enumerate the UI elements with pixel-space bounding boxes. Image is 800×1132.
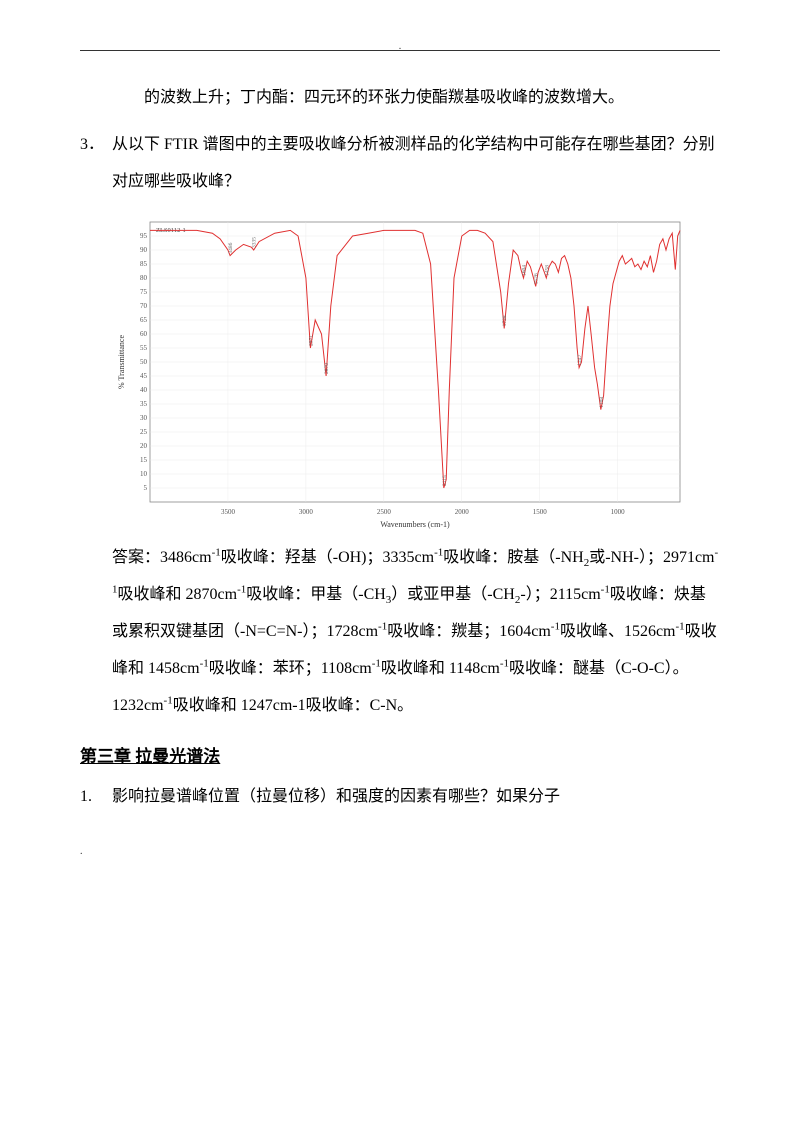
svg-text:40: 40 [140,386,148,394]
svg-text:3335: 3335 [252,237,258,248]
chapter-3-title: 第三章 拉曼光谱法 [80,742,720,767]
svg-text:2000: 2000 [455,508,470,516]
svg-text:3000: 3000 [299,508,314,516]
svg-text:95: 95 [140,232,148,240]
svg-text:45: 45 [140,372,148,380]
svg-text:35: 35 [140,400,148,408]
svg-text:% Transmittance: % Transmittance [117,335,126,389]
svg-text:Wavenumbers (cm-1): Wavenumbers (cm-1) [380,520,450,529]
svg-text:1247: 1247 [577,355,583,366]
footer-dot: . [80,846,720,857]
ftir-spectrum-chart: 5 10 15 20 25 30 35 40 45 50 55 60 65 70 75 80 85 90 95 350… [112,210,692,530]
svg-text:85: 85 [140,260,148,268]
svg-text:90: 90 [140,246,148,254]
svg-text:3500: 3500 [221,508,236,516]
svg-text:2870: 2870 [324,363,330,374]
svg-text:2115: 2115 [442,475,448,486]
question-number: 1. [80,779,112,816]
svg-text:50: 50 [140,358,148,366]
svg-text:1500: 1500 [533,508,548,516]
chapter3-question-1: 1. 影响拉曼谱峰位置（拉曼位移）和强度的因素有哪些？如果分子 [80,779,720,816]
svg-text:1728: 1728 [502,316,508,327]
svg-text:70: 70 [140,302,148,310]
svg-text:5: 5 [144,484,148,492]
svg-text:15: 15 [140,456,148,464]
svg-text:75: 75 [140,288,148,296]
question-text: 从以下 FTIR 谱图中的主要吸收峰分析被测样品的化学结构中可能存在哪些基团？分… [112,127,720,201]
answer-3: 答案：3486cm-1吸收峰：羟基（-OH)；3335cm-1吸收峰：胺基（-N… [112,540,720,724]
svg-text:25: 25 [140,428,148,436]
svg-text:3486: 3486 [228,243,234,254]
svg-text:20: 20 [140,442,148,450]
svg-text:1000: 1000 [611,508,626,516]
svg-text:2500: 2500 [377,508,392,516]
svg-text:2971: 2971 [308,335,314,346]
paragraph-continuation: 的波数上升；丁内酯：四元环的环张力使酯羰基吸收峰的波数增大。 [112,80,720,117]
svg-text:1458: 1458 [544,265,550,276]
svg-text:55: 55 [140,344,148,352]
svg-text:65: 65 [140,316,148,324]
svg-text:60: 60 [140,330,148,338]
svg-text:1526: 1526 [534,274,540,285]
svg-text:1604: 1604 [521,265,527,276]
header-dot: . [80,41,720,52]
svg-text:10: 10 [140,470,148,478]
question-number: 3． [80,127,112,201]
question-3: 3． 从以下 FTIR 谱图中的主要吸收峰分析被测样品的化学结构中可能存在哪些基… [80,127,720,201]
svg-text:1108: 1108 [599,397,605,408]
svg-text:30: 30 [140,414,148,422]
question-text: 影响拉曼谱峰位置（拉曼位移）和强度的因素有哪些？如果分子 [112,779,720,816]
ftir-svg: 5 10 15 20 25 30 35 40 45 50 55 60 65 70 75 80 85 90 95 350… [112,210,692,530]
svg-text:80: 80 [140,274,148,282]
